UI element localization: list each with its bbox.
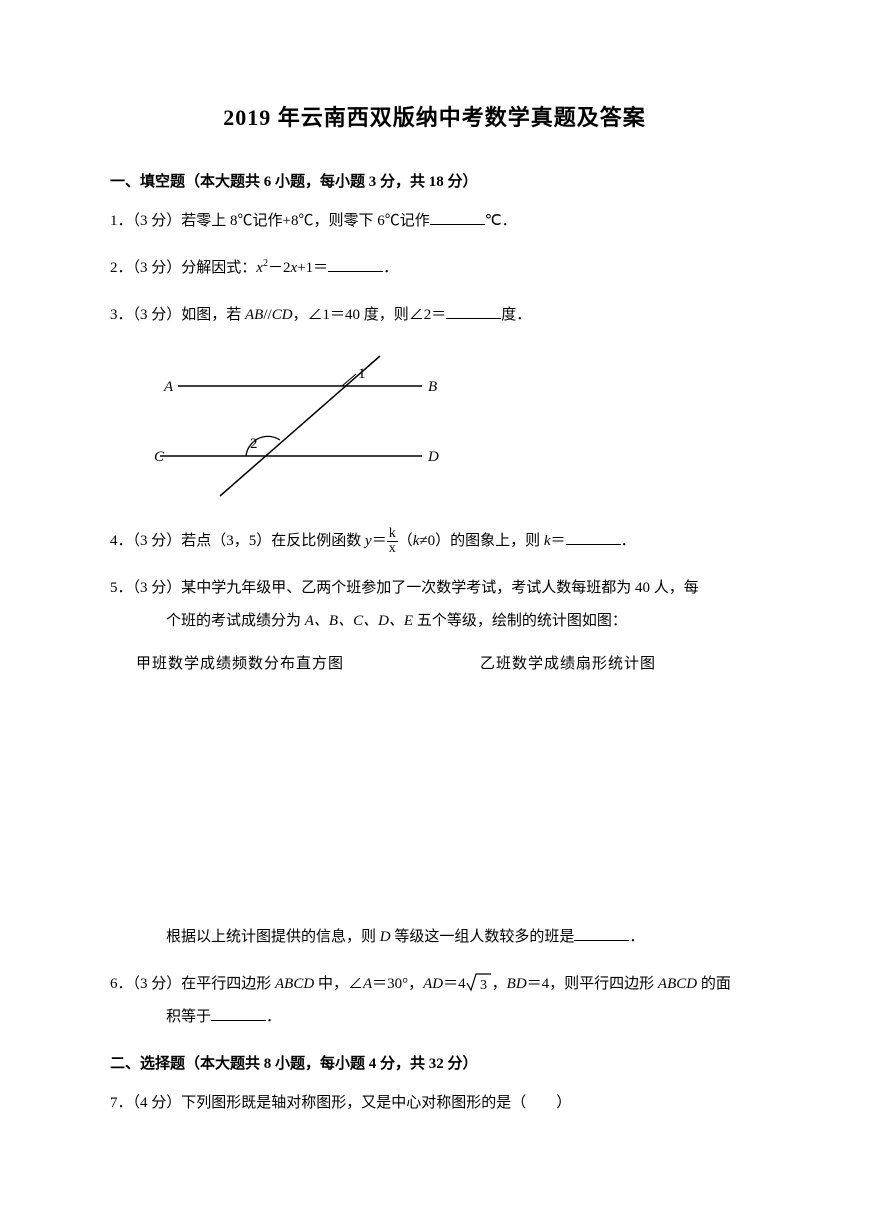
question-5: 5．（3 分）某中学九年级甲、乙两个班参加了一次数学考试，考试人数每班都为 40…: [110, 572, 759, 638]
q3-ab: AB: [245, 307, 263, 323]
q3-end: 度．: [501, 307, 531, 323]
parallel-svg: A B C D 1 2: [150, 346, 450, 506]
svg-text:1: 1: [358, 366, 366, 382]
q6-mid2: ＝30°，: [372, 976, 423, 992]
question-7: 7．（4 分）下列图形既是轴对称图形，又是中心对称图形的是（ ）: [110, 1087, 759, 1120]
q3-blank: [446, 303, 501, 319]
q5-line2: 个班的考试成绩分为 A、B、C、D、E 五个等级，绘制的统计图如图：: [166, 605, 759, 638]
svg-text:C: C: [154, 449, 165, 465]
q1-text-a: 1．（3 分）若零上 8℃记作+8℃，则零下 6℃记作: [110, 213, 430, 229]
q4-mid2: ≠0）的图象上，则: [419, 533, 543, 549]
svg-text:A: A: [163, 379, 174, 395]
q6-a: 6．（3 分）在平行四边形: [110, 976, 275, 992]
q4-end: ．: [621, 533, 636, 549]
svg-text:2: 2: [250, 436, 258, 452]
q6-blank: [211, 1005, 266, 1021]
section-1-header: 一、填空题（本大题共 6 小题，每小题 3 分，共 18 分）: [110, 170, 759, 191]
q6-A: A: [363, 976, 372, 992]
q3-par: //: [263, 307, 271, 323]
exam-page: 2019 年云南西双版纳中考数学真题及答案 一、填空题（本大题共 6 小题，每小…: [0, 0, 869, 1174]
q6-abcd: ABCD: [275, 976, 314, 992]
q2-end: ．: [383, 260, 398, 276]
bar-chart-box: 甲班数学成绩频数分布直方图: [136, 652, 406, 910]
pie-chart-svg: [418, 675, 718, 825]
q4-k2: k: [544, 533, 551, 549]
page-title: 2019 年云南西双版纳中考数学真题及答案: [110, 100, 759, 132]
q2-tail: +1＝: [297, 260, 328, 276]
q5-a: 5．（3 分）某中学九年级甲、乙两个班参加了一次数学考试，考试人数每班都为 40…: [110, 580, 699, 596]
q5-follow-end: ．: [629, 929, 644, 945]
q6-line2: 积等于: [166, 1009, 211, 1025]
q6-line2-wrap: 积等于 ．: [166, 1001, 759, 1034]
q6-sqrt3-val: 3: [480, 978, 487, 992]
q6-mid4: ，: [492, 976, 507, 992]
q5-follow-b: 等级这一组人数较多的班是: [391, 929, 575, 945]
q5-b: 个班的考试成绩分为: [166, 613, 305, 629]
q6-end: ．: [266, 1009, 281, 1025]
q4-fraction: kx: [387, 527, 398, 556]
q4-eq: ＝: [372, 533, 387, 549]
pie-chart-box: 乙班数学成绩扇形统计图: [418, 652, 718, 830]
q4-y: y: [365, 533, 372, 549]
q6-sqrt: 3: [466, 968, 492, 1001]
q4-frac-den: x: [387, 542, 398, 556]
section-2-header: 二、选择题（本大题共 8 小题，每小题 4 分，共 32 分）: [110, 1052, 759, 1073]
q6-abcd2: ABCD: [658, 976, 697, 992]
charts-row: 甲班数学成绩频数分布直方图 乙班数学成绩扇形统计图: [136, 652, 759, 910]
q2-mid: －2: [268, 260, 291, 276]
q4-eq2: ＝: [551, 533, 566, 549]
q7-text: 7．（4 分）下列图形既是轴对称图形，又是中心对称图形的是（ ）: [110, 1095, 571, 1111]
q5-follow-a: 根据以上统计图提供的信息，则: [166, 929, 380, 945]
svg-text:D: D: [427, 449, 439, 465]
q2-blank: [328, 256, 383, 272]
q6-mid6: 的面: [697, 976, 731, 992]
q6-mid3: ＝4: [443, 976, 466, 992]
question-3: 3．（3 分）如图，若 AB//CD，∠1＝40 度，则∠2＝ 度．: [110, 299, 759, 332]
q5-followup: 根据以上统计图提供的信息，则 D 等级这一组人数较多的班是 ．: [166, 922, 759, 954]
q6-ad: AD: [423, 976, 443, 992]
q4-mid: （: [398, 533, 413, 549]
q5-blank: [574, 925, 629, 941]
q3-cd: CD: [272, 307, 293, 323]
q6-bd: BD: [507, 976, 527, 992]
q6-mid: 中，∠: [314, 976, 363, 992]
q4-blank: [566, 529, 621, 545]
q4-frac-num: k: [387, 527, 398, 542]
question-2: 2．（3 分）分解因式：x2－2x+1＝．: [110, 252, 759, 285]
parallel-lines-diagram: A B C D 1 2: [150, 346, 759, 511]
question-6: 6．（3 分）在平行四边形 ABCD 中，∠A＝30°，AD＝4 3 ，BD＝4，则…: [110, 968, 759, 1034]
q4-a: 4．（3 分）若点（3，5）在反比例函数: [110, 533, 365, 549]
q2-text-a: 2．（3 分）分解因式：: [110, 260, 256, 276]
q6-mid5: ＝4，则平行四边形: [527, 976, 658, 992]
q3-a: 3．（3 分）如图，若: [110, 307, 245, 323]
bar-chart-svg: [136, 675, 406, 905]
question-4: 4．（3 分）若点（3，5）在反比例函数 y＝kx（k≠0）的图象上，则 k＝．: [110, 525, 759, 558]
q2-x1: x: [256, 260, 263, 276]
q5-c: 五个等级，绘制的统计图如图：: [413, 613, 627, 629]
q3-mid: ，∠1＝40 度，则∠2＝: [293, 307, 447, 323]
svg-text:B: B: [428, 379, 437, 395]
pie-chart-title: 乙班数学成绩扇形统计图: [418, 652, 718, 673]
question-1: 1．（3 分）若零上 8℃记作+8℃，则零下 6℃记作 ℃．: [110, 205, 759, 238]
q5-follow-d: D: [380, 929, 391, 945]
q5-grades: A、B、C、D、E: [305, 613, 413, 629]
q1-blank: [430, 209, 485, 225]
bar-chart-title: 甲班数学成绩频数分布直方图: [136, 652, 406, 673]
q1-text-b: ℃．: [485, 213, 517, 229]
